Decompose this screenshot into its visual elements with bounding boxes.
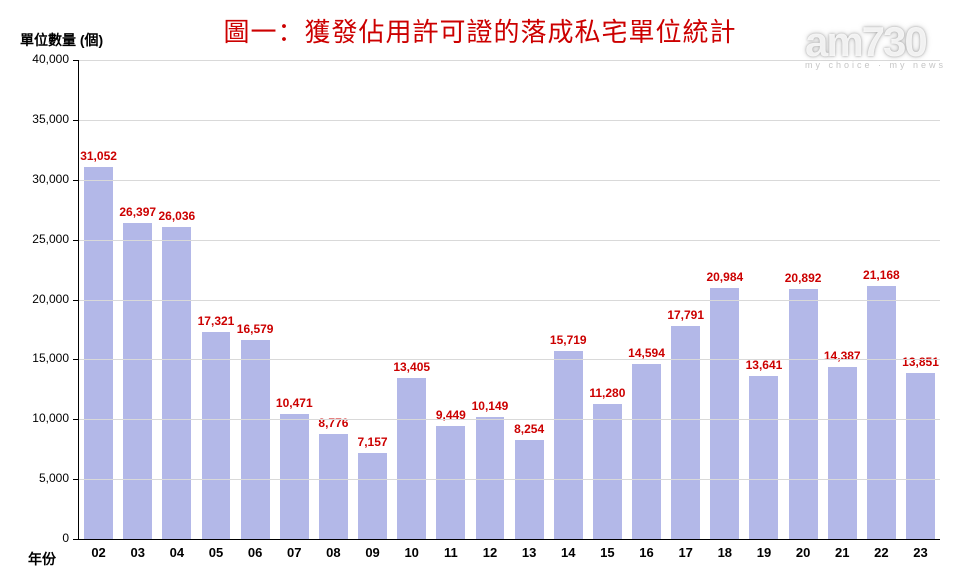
bar: 9,449 [436, 426, 465, 539]
plot-area: 31,0520226,3970326,0360417,3210516,57906… [78, 60, 940, 540]
gridline [79, 180, 940, 181]
bar-value-label: 21,168 [863, 268, 900, 282]
gridline [79, 419, 940, 420]
x-tick-label: 16 [639, 545, 653, 560]
bar: 7,157 [358, 453, 387, 539]
y-tick-mark [73, 180, 79, 181]
bar: 13,851 [906, 373, 935, 539]
gridline [79, 120, 940, 121]
bar: 26,036 [162, 227, 191, 539]
y-tick-mark [73, 359, 79, 360]
y-tick-label: 35,000 [32, 112, 69, 126]
gridline [79, 240, 940, 241]
x-tick-label: 19 [757, 545, 771, 560]
x-tick-label: 05 [209, 545, 223, 560]
y-tick-mark [73, 60, 79, 61]
bar-value-label: 10,471 [276, 396, 313, 410]
gridline [79, 300, 940, 301]
bar: 13,405 [397, 378, 426, 539]
y-tick-mark [73, 240, 79, 241]
x-tick-label: 11 [444, 545, 458, 560]
x-tick-label: 15 [600, 545, 614, 560]
bar-value-label: 15,719 [550, 333, 587, 347]
x-tick-label: 06 [248, 545, 262, 560]
y-tick-label: 0 [62, 531, 69, 545]
bar-value-label: 16,579 [237, 322, 274, 336]
x-tick-label: 21 [835, 545, 849, 560]
bar-value-label: 8,254 [514, 422, 544, 436]
x-axis-title: 年份 [28, 549, 56, 569]
x-tick-label: 14 [561, 545, 575, 560]
bar: 14,594 [632, 364, 661, 539]
gridline [79, 60, 940, 61]
x-tick-label: 18 [718, 545, 732, 560]
bar-value-label: 31,052 [80, 149, 117, 163]
y-tick-label: 25,000 [32, 232, 69, 246]
bar: 31,052 [84, 167, 113, 539]
bar: 17,791 [671, 326, 700, 539]
x-tick-label: 13 [522, 545, 536, 560]
x-tick-label: 03 [130, 545, 144, 560]
bar: 26,397 [123, 223, 152, 539]
bar: 20,892 [789, 289, 818, 539]
bar-value-label: 7,157 [358, 435, 388, 449]
y-tick-mark [73, 300, 79, 301]
bar: 14,387 [828, 367, 857, 539]
y-axis-title: 單位數量 (個) [20, 30, 103, 50]
x-tick-label: 22 [874, 545, 888, 560]
bar: 10,471 [280, 414, 309, 539]
bar-value-label: 10,149 [472, 399, 509, 413]
x-tick-label: 09 [365, 545, 379, 560]
x-tick-label: 12 [483, 545, 497, 560]
bar-value-label: 20,984 [706, 270, 743, 284]
bar-value-label: 11,280 [589, 386, 625, 400]
bar: 15,719 [554, 351, 583, 539]
y-tick-mark [73, 120, 79, 121]
x-tick-label: 08 [326, 545, 340, 560]
bar-value-label: 17,321 [198, 314, 235, 328]
y-tick-mark [73, 479, 79, 480]
bar-value-label: 20,892 [785, 271, 822, 285]
x-tick-label: 07 [287, 545, 301, 560]
y-tick-mark [73, 419, 79, 420]
bar: 16,579 [241, 340, 270, 539]
y-tick-label: 15,000 [32, 351, 69, 365]
bar: 20,984 [710, 288, 739, 539]
bar-value-label: 13,405 [393, 360, 430, 374]
x-tick-label: 20 [796, 545, 810, 560]
bar-value-label: 26,036 [158, 209, 195, 223]
y-tick-mark [73, 539, 79, 540]
bar: 11,280 [593, 404, 622, 539]
bar-value-label: 14,387 [824, 349, 861, 363]
bar-value-label: 8,776 [318, 416, 348, 430]
bar: 21,168 [867, 286, 896, 539]
x-tick-label: 17 [678, 545, 692, 560]
y-tick-label: 40,000 [32, 52, 69, 66]
chart-title: 圖一：獲發佔用許可證的落成私宅單位統計 [0, 12, 960, 49]
x-tick-label: 23 [913, 545, 927, 560]
x-tick-label: 02 [91, 545, 105, 560]
bar-value-label: 14,594 [628, 346, 665, 360]
bar-value-label: 17,791 [667, 308, 704, 322]
bar: 13,641 [749, 376, 778, 539]
gridline [79, 359, 940, 360]
bar: 8,776 [319, 434, 348, 539]
bar: 8,254 [515, 440, 544, 539]
bar-value-label: 13,851 [902, 355, 939, 369]
gridline [79, 479, 940, 480]
y-tick-label: 20,000 [32, 292, 69, 306]
x-tick-label: 10 [404, 545, 418, 560]
bar: 17,321 [202, 332, 231, 539]
y-tick-label: 30,000 [32, 172, 69, 186]
bar-value-label: 26,397 [119, 205, 156, 219]
y-tick-label: 10,000 [32, 411, 69, 425]
x-tick-label: 04 [170, 545, 184, 560]
y-tick-label: 5,000 [39, 471, 69, 485]
chart-container: 圖一：獲發佔用許可證的落成私宅單位統計 單位數量 (個) 年份 31,05202… [0, 0, 960, 587]
